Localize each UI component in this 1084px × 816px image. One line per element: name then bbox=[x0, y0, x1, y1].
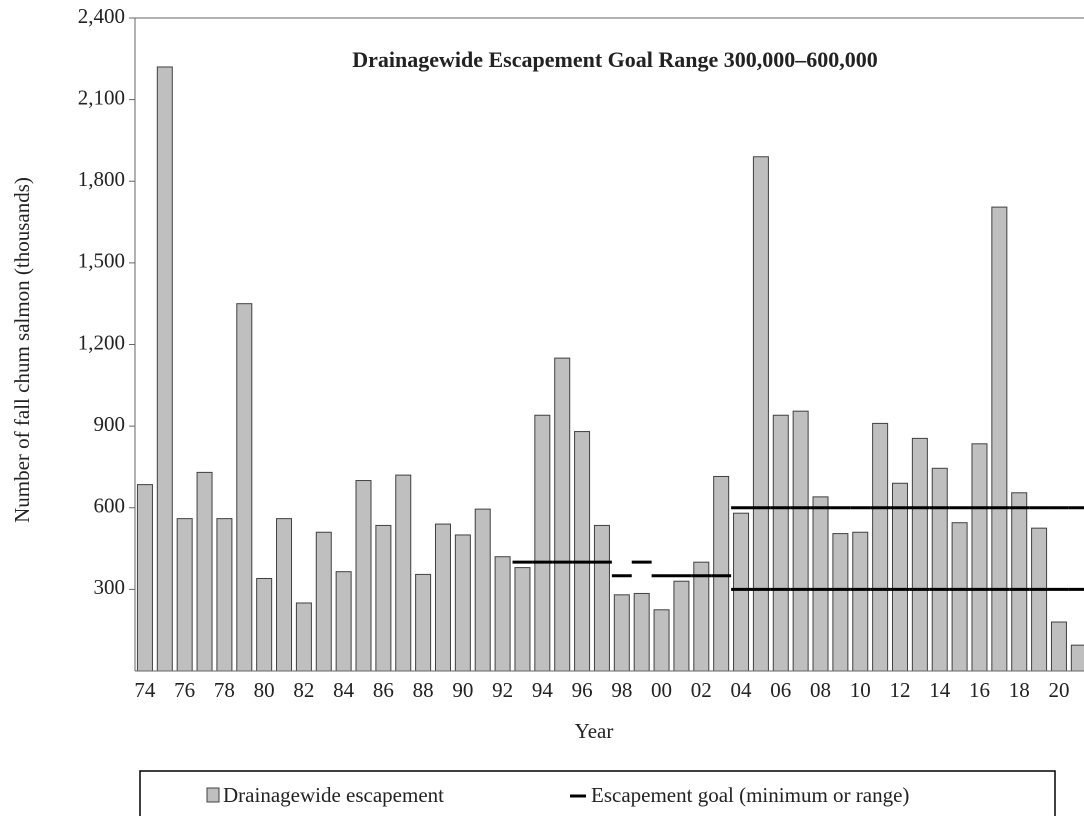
bar bbox=[554, 357, 571, 672]
bar bbox=[276, 518, 293, 672]
x-tick-label: 10 bbox=[850, 678, 871, 702]
x-tick-label: 14 bbox=[929, 678, 951, 702]
y-tick-label: 900 bbox=[94, 412, 126, 436]
bar bbox=[832, 533, 849, 672]
bar bbox=[733, 512, 750, 672]
x-tick-label: 74 bbox=[134, 678, 156, 702]
bar bbox=[971, 443, 988, 672]
bar bbox=[236, 303, 253, 672]
x-tick-label: 80 bbox=[254, 678, 275, 702]
bar bbox=[574, 431, 591, 672]
x-tick-label: 16 bbox=[969, 678, 990, 702]
bar bbox=[1050, 621, 1067, 672]
legend-label: Escapement goal (minimum or range) bbox=[591, 783, 909, 807]
x-tick-label: 04 bbox=[731, 678, 753, 702]
x-tick-label: 20 bbox=[1048, 678, 1069, 702]
bar bbox=[891, 482, 908, 672]
bar bbox=[872, 422, 889, 672]
bar bbox=[673, 580, 690, 672]
x-tick-label: 96 bbox=[572, 678, 593, 702]
bar bbox=[315, 531, 332, 672]
bar bbox=[355, 480, 372, 672]
x-tick-label: 12 bbox=[889, 678, 910, 702]
bar bbox=[434, 523, 451, 672]
y-tick-label: 1,200 bbox=[78, 330, 125, 354]
y-tick-label: 300 bbox=[94, 575, 126, 599]
bar bbox=[176, 518, 193, 672]
bar bbox=[415, 573, 432, 672]
x-tick-label: 76 bbox=[174, 678, 195, 702]
bar bbox=[494, 556, 511, 672]
legend-box bbox=[139, 770, 1056, 816]
x-tick-label: 18 bbox=[1009, 678, 1030, 702]
bar bbox=[792, 410, 809, 672]
x-tick-label: 88 bbox=[413, 678, 434, 702]
y-tick-label: 2,100 bbox=[78, 85, 125, 109]
bar bbox=[335, 571, 352, 672]
bar bbox=[454, 534, 471, 672]
chart-title: Drainagewide Escapement Goal Range 300,0… bbox=[352, 47, 878, 72]
bar bbox=[713, 475, 730, 672]
x-tick-label: 94 bbox=[532, 678, 554, 702]
bar bbox=[156, 66, 173, 672]
x-tick-label: 02 bbox=[691, 678, 712, 702]
y-tick-label: 600 bbox=[94, 494, 126, 518]
bar bbox=[951, 522, 968, 672]
bar bbox=[613, 594, 630, 672]
x-tick-label: 78 bbox=[214, 678, 235, 702]
bar bbox=[852, 531, 869, 672]
bar bbox=[991, 206, 1008, 672]
x-axis-label: Year bbox=[575, 719, 614, 743]
bar bbox=[752, 156, 769, 672]
bar bbox=[136, 484, 153, 672]
bar bbox=[772, 414, 789, 672]
bar bbox=[256, 577, 273, 672]
x-tick-label: 98 bbox=[611, 678, 632, 702]
bar bbox=[474, 508, 491, 672]
bar bbox=[593, 524, 610, 672]
bar bbox=[196, 471, 213, 672]
bar bbox=[931, 467, 948, 672]
bar bbox=[534, 414, 551, 672]
x-tick-label: 84 bbox=[333, 678, 355, 702]
bar bbox=[1011, 492, 1028, 672]
x-tick-label: 08 bbox=[810, 678, 831, 702]
y-tick-label: 1,500 bbox=[78, 249, 125, 273]
bar bbox=[911, 437, 928, 672]
bar bbox=[693, 561, 710, 672]
bar bbox=[653, 609, 670, 672]
bar bbox=[633, 592, 650, 672]
y-axis-label: Number of fall chum salmon (thousands) bbox=[10, 177, 34, 523]
bar bbox=[1031, 527, 1048, 672]
legend-label: Drainagewide escapement bbox=[223, 783, 444, 807]
legend-swatch bbox=[206, 787, 220, 803]
bar bbox=[395, 474, 412, 672]
y-tick-label: 2,400 bbox=[78, 4, 125, 28]
x-tick-label: 06 bbox=[770, 678, 791, 702]
x-tick-label: 92 bbox=[492, 678, 513, 702]
bar bbox=[295, 602, 312, 672]
bar bbox=[812, 496, 829, 672]
x-tick-label: 86 bbox=[373, 678, 394, 702]
bar bbox=[1070, 644, 1084, 672]
y-tick-label: 1,800 bbox=[78, 167, 125, 191]
x-tick-label: 00 bbox=[651, 678, 672, 702]
bar bbox=[216, 518, 233, 672]
bar bbox=[514, 567, 531, 672]
bar bbox=[375, 524, 392, 672]
x-tick-label: 90 bbox=[452, 678, 473, 702]
x-tick-label: 82 bbox=[293, 678, 314, 702]
